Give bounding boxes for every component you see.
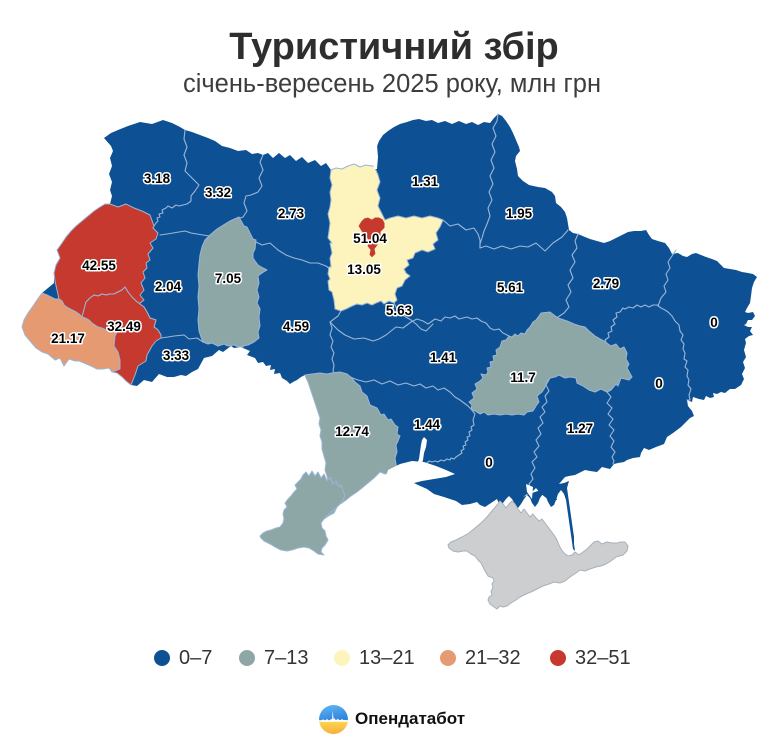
svg-text:1.31: 1.31 <box>412 174 439 189</box>
svg-text:2.73: 2.73 <box>278 206 305 221</box>
svg-text:12.74: 12.74 <box>335 424 369 439</box>
svg-text:2.79: 2.79 <box>593 276 619 291</box>
svg-text:4.59: 4.59 <box>283 319 309 334</box>
svg-text:1.95: 1.95 <box>506 206 533 221</box>
svg-text:1.27: 1.27 <box>567 421 593 436</box>
svg-text:32.49: 32.49 <box>107 319 141 334</box>
svg-text:5.63: 5.63 <box>386 303 413 318</box>
svg-text:7.05: 7.05 <box>215 271 242 286</box>
svg-text:42.55: 42.55 <box>82 258 116 273</box>
svg-text:1.44: 1.44 <box>414 417 441 432</box>
svg-text:0: 0 <box>485 455 493 470</box>
svg-text:13.05: 13.05 <box>347 262 381 277</box>
svg-text:2.04: 2.04 <box>155 279 182 294</box>
svg-text:51.04: 51.04 <box>353 231 387 246</box>
svg-text:1.41: 1.41 <box>430 350 457 365</box>
svg-text:5.61: 5.61 <box>497 280 524 295</box>
svg-text:3.32: 3.32 <box>205 185 231 200</box>
svg-text:3.33: 3.33 <box>163 348 190 363</box>
svg-text:3.18: 3.18 <box>144 171 171 186</box>
svg-text:0: 0 <box>710 315 718 330</box>
svg-text:11.7: 11.7 <box>510 370 536 385</box>
svg-text:0: 0 <box>655 376 663 391</box>
svg-text:21.17: 21.17 <box>51 331 85 346</box>
